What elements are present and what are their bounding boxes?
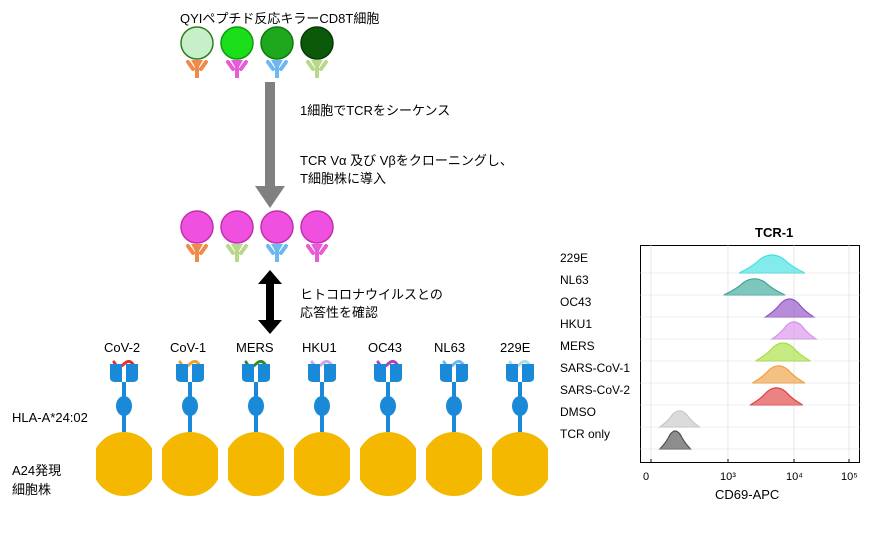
transduced-cell <box>300 210 334 264</box>
top-cell-row <box>180 26 334 80</box>
killer-cell <box>300 26 334 80</box>
plot-x-tick: 10³ <box>720 471 736 483</box>
apc-cell <box>426 358 482 498</box>
apc-cell-label: A24発現 細胞株 <box>12 460 61 498</box>
double-arrow-icon <box>258 270 282 334</box>
arrow1-step1-label: 1細胞でTCRをシーケンス <box>300 100 450 119</box>
plot-row-label: TCR only <box>560 427 610 441</box>
top-title: QYIペプチド反応キラーCD8T細胞 <box>180 8 379 27</box>
plot-row-label: 229E <box>560 251 588 265</box>
apc-column-label: MERS <box>236 340 274 355</box>
mid-cell-row <box>180 210 334 264</box>
transduced-cell <box>180 210 214 264</box>
plot-x-tick: 0 <box>643 471 649 483</box>
apc-cell <box>294 358 350 498</box>
apc-column-label: HKU1 <box>302 340 337 355</box>
apc-column-label: OC43 <box>368 340 402 355</box>
apc-cell <box>162 358 218 498</box>
killer-cell <box>220 26 254 80</box>
plot-x-axis-label: CD69-APC <box>715 487 779 502</box>
apc-cell <box>228 358 284 498</box>
plot-row-label: OC43 <box>560 295 591 309</box>
killer-cell <box>180 26 214 80</box>
plot-x-tick: 10⁵ <box>841 471 858 483</box>
killer-cell <box>260 26 294 80</box>
apc-column-label: CoV-1 <box>170 340 206 355</box>
plot-row-label: NL63 <box>560 273 589 287</box>
apc-column-label: 229E <box>500 340 530 355</box>
plot-row-label: HKU1 <box>560 317 592 331</box>
plot-row-label: DMSO <box>560 405 596 419</box>
hla-label: HLA-A*24:02 <box>12 410 88 425</box>
apc-column-label: NL63 <box>434 340 465 355</box>
apc-cell <box>96 358 152 498</box>
apc-cell <box>360 358 416 498</box>
transduced-cell <box>260 210 294 264</box>
plot-title: TCR-1 <box>755 225 793 240</box>
arrow1-step2b-label: T細胞株に導入 <box>300 168 386 187</box>
plot-row-label: SARS-CoV-1 <box>560 361 630 375</box>
arrow1-step2a-label: TCR Vα 及び Vβをクローニングし、 <box>300 150 513 169</box>
transduced-cell <box>220 210 254 264</box>
plot-row-label: SARS-CoV-2 <box>560 383 630 397</box>
apc-cell <box>492 358 548 498</box>
plot-row-label: MERS <box>560 339 595 353</box>
arrow-down-icon <box>255 82 285 208</box>
apc-column-label: CoV-2 <box>104 340 140 355</box>
plot-x-tick: 10⁴ <box>786 471 803 483</box>
arrow2-label2: 応答性を確認 <box>300 302 378 321</box>
plot-svg <box>640 245 860 463</box>
arrow2-label1: ヒトコロナウイルスとの <box>300 284 443 303</box>
